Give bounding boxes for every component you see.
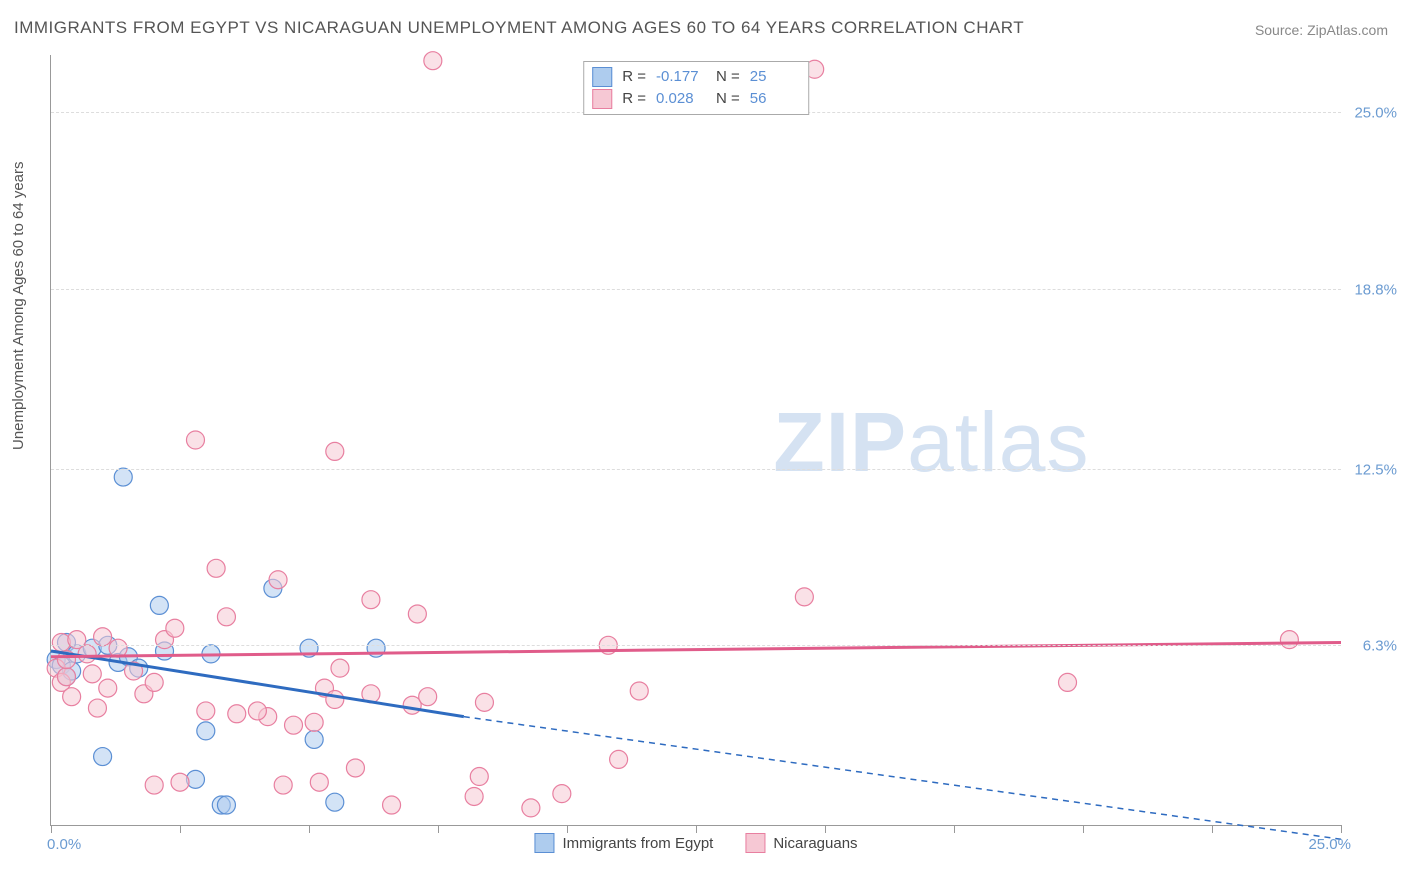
scatter-point bbox=[88, 699, 106, 717]
scatter-point bbox=[228, 705, 246, 723]
gridline: 18.8% bbox=[51, 289, 1341, 290]
stats-row-nicaraguan: R = 0.028 N = 56 bbox=[592, 88, 800, 110]
x-tick bbox=[825, 825, 826, 833]
scatter-point bbox=[305, 730, 323, 748]
scatter-point bbox=[285, 716, 303, 734]
x-tick bbox=[1341, 825, 1342, 833]
legend-swatch-nicaraguan bbox=[745, 833, 765, 853]
stats-row-egypt: R = -0.177 N = 25 bbox=[592, 66, 800, 88]
scatter-point bbox=[114, 468, 132, 486]
x-axis-max-label: 25.0% bbox=[1308, 836, 1351, 853]
x-tick bbox=[567, 825, 568, 833]
scatter-point bbox=[346, 759, 364, 777]
gridline: 6.3% bbox=[51, 645, 1341, 646]
scatter-point bbox=[274, 776, 292, 794]
chart-title: IMMIGRANTS FROM EGYPT VS NICARAGUAN UNEM… bbox=[14, 18, 1024, 38]
scatter-point bbox=[186, 770, 204, 788]
scatter-point bbox=[630, 682, 648, 700]
legend-swatch-egypt bbox=[534, 833, 554, 853]
scatter-point bbox=[553, 785, 571, 803]
scatter-point bbox=[145, 673, 163, 691]
x-tick bbox=[309, 825, 310, 833]
scatter-point bbox=[522, 799, 540, 817]
scatter-point bbox=[408, 605, 426, 623]
legend-label-egypt: Immigrants from Egypt bbox=[562, 835, 713, 852]
plot-area: ZIPatlas 6.3%12.5%18.8%25.0% R = -0.177 … bbox=[50, 55, 1341, 826]
scatter-point bbox=[475, 693, 493, 711]
x-tick bbox=[954, 825, 955, 833]
series-legend: Immigrants from Egypt Nicaraguans bbox=[534, 833, 857, 853]
n-value-egypt: 25 bbox=[750, 66, 800, 88]
scatter-point bbox=[217, 796, 235, 814]
scatter-svg bbox=[51, 55, 1341, 825]
scatter-point bbox=[145, 776, 163, 794]
scatter-point bbox=[94, 748, 112, 766]
y-axis-label: Unemployment Among Ages 60 to 64 years bbox=[10, 161, 27, 450]
scatter-point bbox=[331, 659, 349, 677]
x-tick bbox=[1212, 825, 1213, 833]
scatter-point bbox=[78, 645, 96, 663]
x-tick bbox=[180, 825, 181, 833]
legend-label-nicaraguan: Nicaraguans bbox=[773, 835, 857, 852]
scatter-point bbox=[197, 722, 215, 740]
scatter-point bbox=[248, 702, 266, 720]
x-tick bbox=[1083, 825, 1084, 833]
scatter-point bbox=[424, 52, 442, 70]
scatter-point bbox=[186, 431, 204, 449]
y-tick-label: 25.0% bbox=[1354, 105, 1397, 122]
n-label: N = bbox=[716, 88, 740, 110]
r-value-nicaraguan: 0.028 bbox=[656, 88, 706, 110]
scatter-point bbox=[99, 679, 117, 697]
scatter-point bbox=[610, 750, 628, 768]
scatter-point bbox=[207, 559, 225, 577]
scatter-point bbox=[94, 628, 112, 646]
scatter-point bbox=[383, 796, 401, 814]
n-label: N = bbox=[716, 66, 740, 88]
scatter-point bbox=[310, 773, 328, 791]
scatter-point bbox=[1059, 673, 1077, 691]
n-value-nicaraguan: 56 bbox=[750, 88, 800, 110]
swatch-nicaraguan bbox=[592, 89, 612, 109]
scatter-point bbox=[166, 619, 184, 637]
scatter-point bbox=[326, 442, 344, 460]
scatter-point bbox=[465, 787, 483, 805]
x-tick bbox=[696, 825, 697, 833]
scatter-point bbox=[57, 668, 75, 686]
scatter-point bbox=[269, 571, 287, 589]
scatter-point bbox=[326, 793, 344, 811]
x-axis-min-label: 0.0% bbox=[47, 836, 81, 853]
scatter-point bbox=[150, 596, 168, 614]
y-tick-label: 12.5% bbox=[1354, 461, 1397, 478]
x-tick bbox=[438, 825, 439, 833]
gridline: 12.5% bbox=[51, 469, 1341, 470]
scatter-point bbox=[419, 688, 437, 706]
legend-item-nicaraguan: Nicaraguans bbox=[745, 833, 857, 853]
scatter-point bbox=[326, 691, 344, 709]
scatter-point bbox=[795, 588, 813, 606]
scatter-point bbox=[171, 773, 189, 791]
r-label: R = bbox=[622, 88, 646, 110]
x-tick bbox=[51, 825, 52, 833]
r-label: R = bbox=[622, 66, 646, 88]
legend-item-egypt: Immigrants from Egypt bbox=[534, 833, 713, 853]
scatter-point bbox=[83, 665, 101, 683]
y-tick-label: 6.3% bbox=[1363, 638, 1397, 655]
swatch-egypt bbox=[592, 67, 612, 87]
source-label: Source: ZipAtlas.com bbox=[1255, 22, 1388, 38]
y-tick-label: 18.8% bbox=[1354, 281, 1397, 298]
r-value-egypt: -0.177 bbox=[656, 66, 706, 88]
scatter-point bbox=[305, 713, 323, 731]
scatter-point bbox=[197, 702, 215, 720]
scatter-point bbox=[52, 633, 70, 651]
scatter-point bbox=[470, 768, 488, 786]
scatter-point bbox=[217, 608, 235, 626]
scatter-point bbox=[63, 688, 81, 706]
scatter-point bbox=[362, 591, 380, 609]
stats-legend: R = -0.177 N = 25 R = 0.028 N = 56 bbox=[583, 61, 809, 115]
